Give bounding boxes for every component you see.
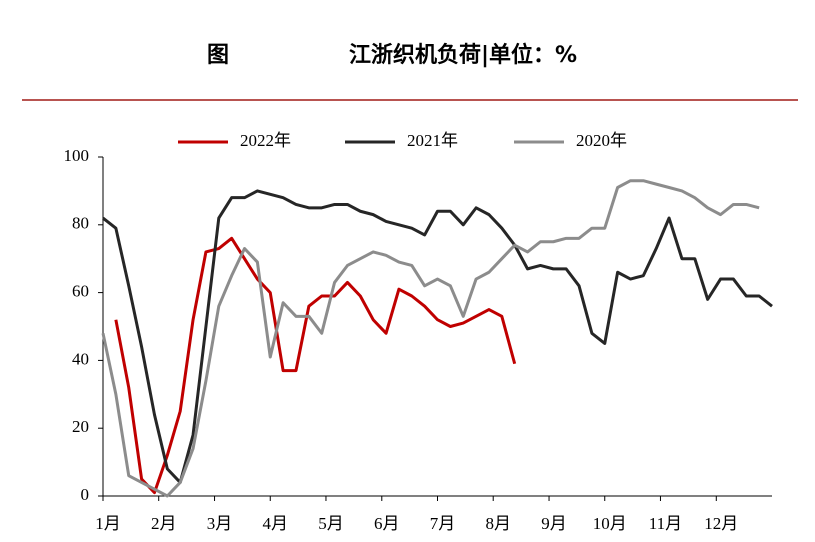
x-tick-label: 2月 — [151, 514, 177, 533]
y-tick-label: 40 — [72, 349, 89, 368]
x-tick-label: 8月 — [485, 514, 511, 533]
x-tick-label: 6月 — [374, 514, 400, 533]
x-tick-label: 1月 — [95, 514, 121, 533]
x-tick-label: 10月 — [593, 514, 627, 533]
series-line — [114, 236, 517, 495]
legend-label: 2021年 — [407, 131, 458, 150]
y-tick-label: 80 — [72, 214, 89, 233]
x-tick-label: 3月 — [207, 514, 233, 533]
series-line — [102, 189, 773, 484]
series-line — [101, 179, 760, 498]
y-tick-label: 100 — [64, 146, 90, 165]
x-tick-label: 5月 — [318, 514, 344, 533]
legend-label: 2022年 — [240, 131, 291, 150]
chart-title: 江浙织机负荷|单位：% — [349, 42, 577, 68]
y-tick-label: 60 — [72, 282, 89, 301]
x-tick-label: 7月 — [430, 514, 456, 533]
x-tick-label: 12月 — [704, 514, 738, 533]
x-tick-label: 9月 — [541, 514, 567, 533]
y-tick-label: 20 — [72, 417, 89, 436]
legend-label: 2020年 — [576, 131, 627, 150]
x-tick-label: 4月 — [263, 514, 289, 533]
chart-title-prefix: 图 — [207, 43, 229, 68]
y-tick-label: 0 — [81, 485, 90, 504]
x-tick-label: 11月 — [649, 514, 682, 533]
